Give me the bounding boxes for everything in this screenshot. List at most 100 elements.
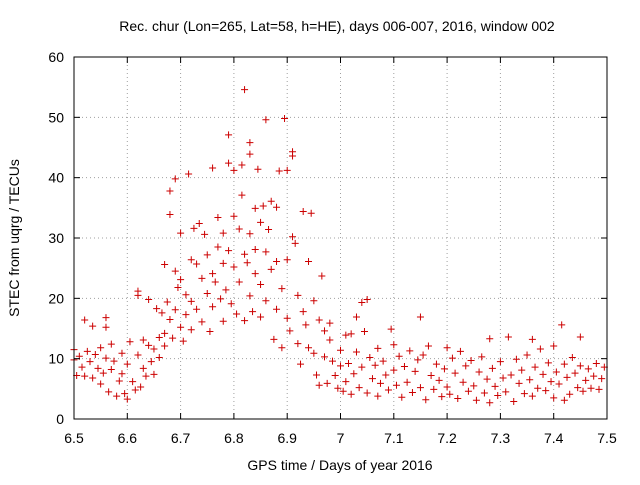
data-point bbox=[147, 358, 155, 366]
data-point bbox=[273, 258, 281, 266]
data-point bbox=[470, 382, 478, 390]
data-point bbox=[155, 353, 163, 361]
data-point bbox=[289, 233, 297, 241]
data-point bbox=[145, 296, 153, 304]
data-point bbox=[166, 210, 174, 218]
data-point bbox=[448, 354, 456, 362]
data-point bbox=[166, 187, 174, 195]
data-point bbox=[526, 376, 534, 384]
data-point bbox=[171, 175, 179, 183]
data-point bbox=[360, 328, 368, 336]
data-point bbox=[177, 276, 185, 284]
y-tick-label: 20 bbox=[48, 290, 64, 306]
data-point bbox=[443, 344, 451, 352]
data-point bbox=[571, 369, 579, 377]
data-point bbox=[313, 371, 321, 379]
data-point bbox=[504, 333, 512, 341]
data-point bbox=[262, 248, 270, 256]
data-point bbox=[163, 298, 171, 306]
data-point bbox=[177, 323, 185, 331]
data-point bbox=[558, 321, 566, 329]
data-point bbox=[161, 329, 169, 337]
data-point bbox=[230, 212, 238, 220]
x-tick-label: 6.8 bbox=[224, 430, 244, 446]
data-point bbox=[414, 356, 422, 364]
data-point bbox=[187, 326, 195, 334]
x-axis-label: GPS time / Days of year 2016 bbox=[247, 457, 432, 473]
data-point bbox=[171, 267, 179, 275]
data-point bbox=[123, 360, 131, 368]
data-point bbox=[150, 345, 158, 353]
x-tick-label: 6.9 bbox=[277, 430, 297, 446]
data-point bbox=[560, 396, 568, 404]
data-point bbox=[257, 313, 265, 321]
y-tick-label: 10 bbox=[48, 351, 64, 367]
data-point bbox=[555, 380, 563, 388]
data-point bbox=[110, 357, 118, 365]
data-point bbox=[251, 245, 259, 253]
data-point bbox=[209, 270, 217, 278]
data-point bbox=[185, 170, 193, 178]
data-point bbox=[326, 319, 334, 327]
data-point bbox=[105, 388, 113, 396]
data-point bbox=[315, 381, 323, 389]
data-point bbox=[302, 321, 310, 329]
data-point bbox=[379, 357, 387, 365]
data-point bbox=[201, 230, 209, 238]
data-point bbox=[230, 263, 238, 271]
data-point bbox=[315, 316, 323, 324]
data-point bbox=[355, 384, 363, 392]
data-point bbox=[267, 265, 275, 273]
data-point bbox=[78, 363, 86, 371]
data-point bbox=[576, 362, 584, 370]
data-point bbox=[257, 280, 265, 288]
data-point bbox=[358, 299, 366, 307]
data-point bbox=[584, 365, 592, 373]
data-point bbox=[321, 327, 329, 335]
data-point bbox=[286, 327, 294, 335]
data-point bbox=[217, 295, 225, 303]
y-tick-label: 60 bbox=[48, 49, 64, 65]
data-point bbox=[582, 376, 590, 384]
data-point bbox=[187, 297, 195, 305]
data-point bbox=[283, 166, 291, 174]
data-point bbox=[486, 399, 494, 407]
data-point bbox=[241, 86, 249, 94]
data-point bbox=[203, 290, 211, 298]
x-tick-label: 7.5 bbox=[597, 430, 617, 446]
x-tick-label: 7.1 bbox=[384, 430, 404, 446]
data-point bbox=[390, 366, 398, 374]
data-point bbox=[174, 283, 182, 291]
data-point bbox=[257, 218, 265, 226]
data-point bbox=[544, 359, 552, 367]
data-point bbox=[158, 309, 166, 317]
data-point bbox=[81, 372, 89, 380]
data-point bbox=[219, 317, 227, 325]
data-point bbox=[297, 360, 305, 368]
data-point bbox=[534, 384, 542, 392]
data-point bbox=[382, 371, 390, 379]
data-point bbox=[238, 191, 246, 199]
data-point bbox=[344, 359, 352, 367]
data-point bbox=[198, 274, 206, 282]
data-point bbox=[270, 335, 278, 343]
data-point bbox=[552, 368, 560, 376]
data-point bbox=[299, 308, 307, 316]
data-point bbox=[283, 314, 291, 322]
data-point bbox=[219, 259, 227, 267]
data-point bbox=[113, 392, 121, 400]
data-point bbox=[560, 360, 568, 368]
data-point bbox=[318, 272, 326, 280]
data-point bbox=[598, 375, 606, 383]
data-point bbox=[259, 202, 267, 210]
data-point bbox=[227, 300, 235, 308]
data-point bbox=[182, 311, 190, 319]
data-point bbox=[246, 150, 254, 158]
data-point bbox=[464, 387, 472, 395]
data-point bbox=[496, 358, 504, 366]
y-tick-label: 30 bbox=[48, 230, 64, 246]
data-point bbox=[230, 166, 238, 174]
x-tick-label: 7.4 bbox=[544, 430, 564, 446]
data-point bbox=[142, 372, 150, 380]
data-point bbox=[139, 364, 147, 372]
